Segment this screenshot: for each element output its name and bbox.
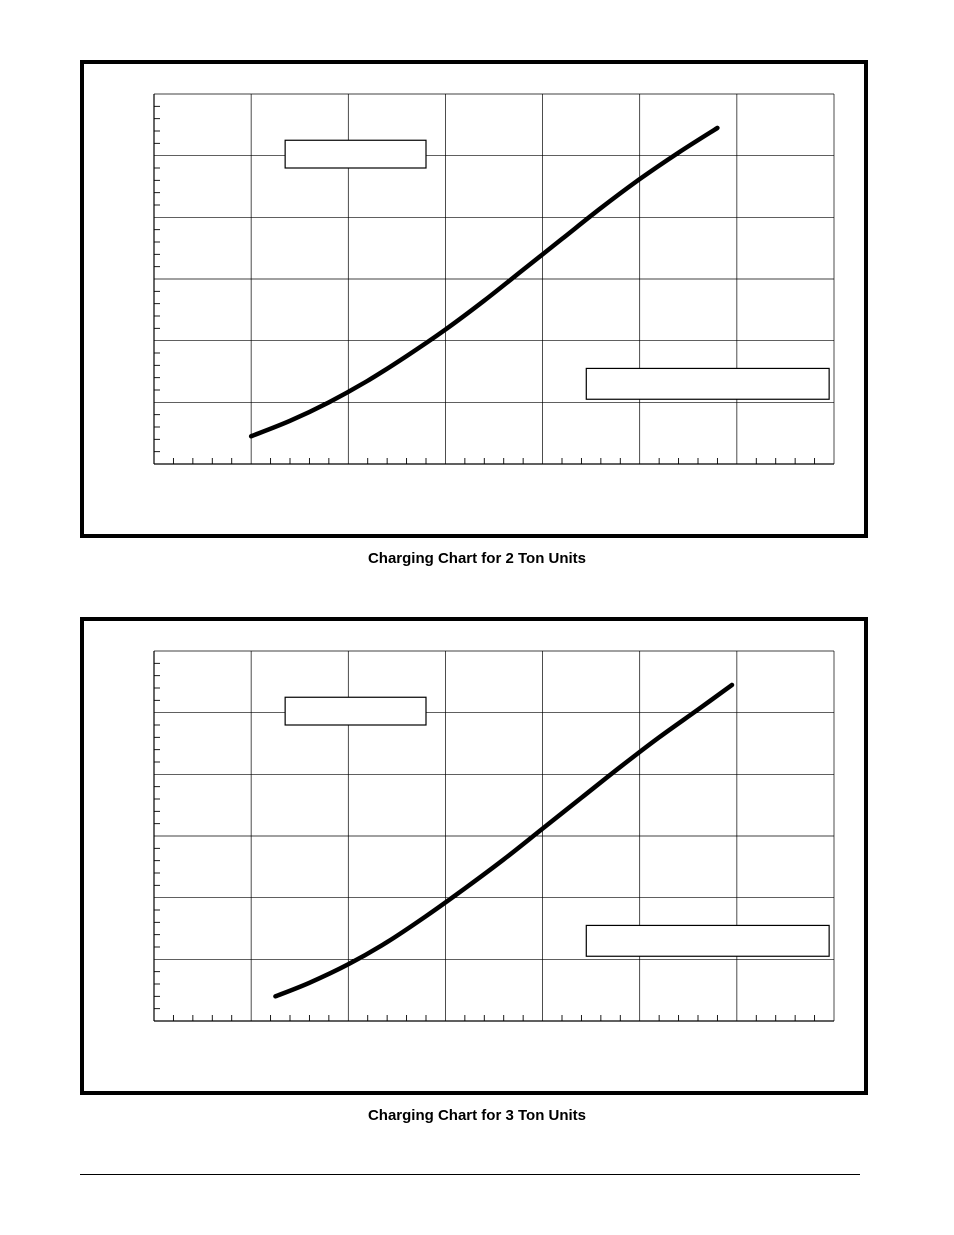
chart-frame-3ton (80, 617, 868, 1095)
chart-frame-2ton (80, 60, 868, 538)
footer-rule (80, 1174, 860, 1175)
caption-3ton: Charging Chart for 3 Ton Units (80, 1107, 874, 1124)
chart-svg-3ton (84, 621, 864, 1091)
caption-2ton: Charging Chart for 2 Ton Units (80, 550, 874, 567)
chart-svg-2ton (84, 64, 864, 534)
page-root: Charging Chart for 2 Ton Units Charging … (0, 0, 954, 1215)
